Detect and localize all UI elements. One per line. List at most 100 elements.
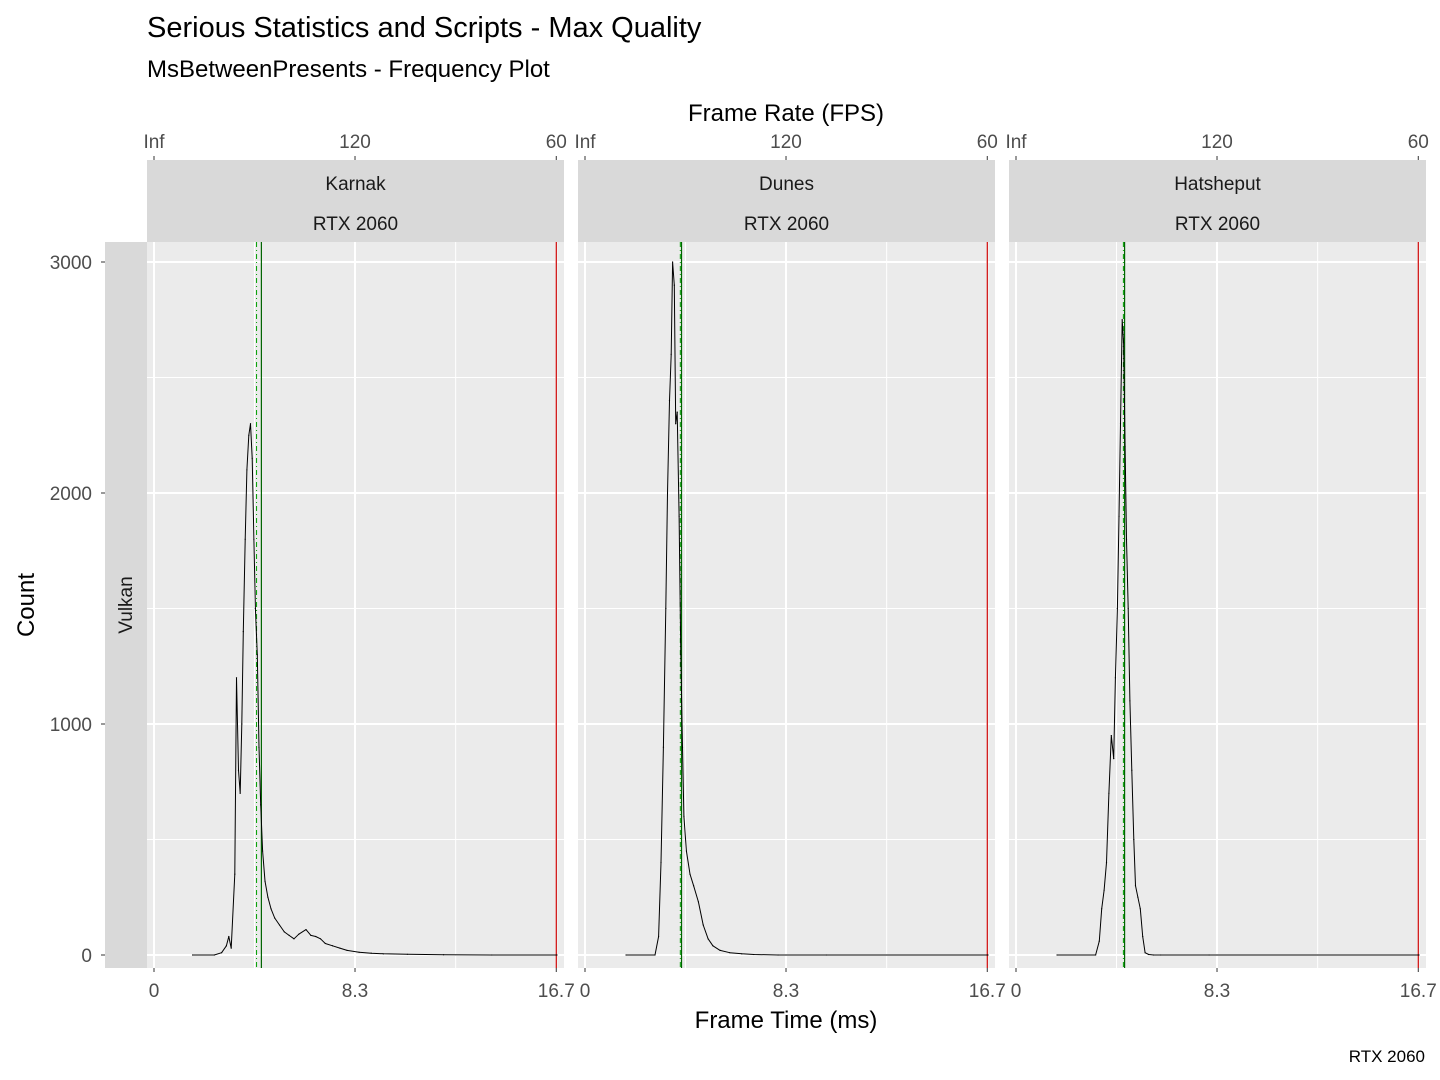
frequency-point	[1105, 862, 1108, 864]
facet-panels: Karnak RTX 2060 0 Inf 8.3 120 16.7 60 Dunes RTX 2…	[143, 132, 1436, 1002]
frequency-point	[267, 896, 269, 898]
y-tick-label: 0	[81, 946, 92, 967]
x-axis-title: Frame Time (ms)	[695, 1007, 878, 1034]
frequency-point	[753, 953, 755, 956]
frequency-point	[248, 434, 250, 436]
frequency-point	[662, 746, 665, 748]
frequency-point	[260, 804, 262, 806]
chart-caption: RTX 2060	[1349, 1047, 1425, 1066]
frequency-point	[675, 423, 677, 425]
frequency-point	[1418, 954, 1420, 956]
x2-tick-label: Inf	[574, 132, 596, 153]
secondary-x-axis-title: Frame Rate (FPS)	[688, 100, 884, 127]
frequency-point	[1098, 940, 1100, 942]
frequency-point	[253, 538, 255, 540]
frequency-point	[358, 951, 360, 953]
frequency-point	[293, 938, 295, 940]
frequency-point	[324, 942, 326, 945]
frequency-point	[258, 746, 260, 748]
frequency-point	[305, 928, 307, 931]
frequency-point	[1123, 342, 1125, 344]
frequency-point	[825, 954, 827, 956]
frequency-point	[346, 949, 348, 951]
frequency-point	[1127, 607, 1129, 610]
frequency-point	[298, 933, 300, 935]
frequency-point	[288, 934, 290, 936]
facet-strip-title: Karnak	[325, 174, 386, 195]
frequency-point	[1110, 734, 1112, 737]
frequency-point	[671, 261, 674, 263]
frequency-point	[676, 411, 678, 413]
frequency-point	[625, 954, 627, 956]
frequency-point	[1139, 908, 1141, 910]
frequency-point	[685, 850, 687, 852]
frequency-point	[319, 938, 322, 940]
frequency-point	[230, 947, 232, 949]
frequency-point	[237, 769, 240, 771]
frequency-point	[1103, 889, 1105, 891]
frequency-point	[707, 938, 709, 940]
x-tick-label: 8.3	[773, 981, 799, 1002]
frequency-point	[283, 931, 285, 933]
frequency-point	[1133, 838, 1135, 841]
frequency-point	[406, 953, 408, 955]
frequency-point	[274, 917, 276, 919]
facet-panel: Hatsheput RTX 2060 0 Inf 8.3 120 16.7 60	[1005, 132, 1436, 1002]
frequency-point	[242, 631, 244, 633]
facet-strip-gpu: RTX 2060	[744, 214, 829, 235]
frequency-point	[680, 654, 682, 656]
frequency-point	[235, 677, 238, 679]
frequency-point	[339, 947, 341, 949]
frequency-point	[692, 885, 695, 887]
y-tick-label: 1000	[50, 715, 92, 736]
frequency-point	[1160, 954, 1162, 956]
frequency-point	[668, 400, 671, 402]
frequency-point	[1148, 953, 1150, 956]
frequency-point	[741, 953, 743, 955]
frequency-point	[241, 723, 243, 725]
y-tick-label: 3000	[50, 253, 92, 274]
frequency-point	[665, 607, 667, 610]
frequency-point	[1113, 758, 1115, 760]
y-tick-label: 2000	[50, 484, 92, 505]
y-axis: 0 1000 2000 3000	[50, 253, 105, 967]
x2-tick-label: 60	[546, 132, 567, 153]
frequency-point	[1124, 446, 1126, 448]
frequency-point	[719, 949, 721, 951]
frequency-point	[777, 954, 779, 956]
frequency-point	[556, 954, 558, 956]
frequency-point	[246, 469, 248, 471]
frequency-point	[213, 954, 215, 956]
frequency-point	[382, 953, 384, 955]
x-tick-label: 0	[1011, 981, 1022, 1002]
frequency-point	[683, 815, 685, 818]
chart-title: Serious Statistics and Scripts - Max Qua…	[147, 12, 702, 44]
frequency-point	[1101, 908, 1103, 910]
x-tick-label: 8.3	[1204, 981, 1230, 1002]
frequency-point	[270, 908, 272, 910]
frequency-point	[192, 954, 194, 956]
frequency-point	[697, 901, 700, 903]
row-strip-label: Vulkan	[116, 576, 137, 633]
x2-tick-label: Inf	[1005, 132, 1027, 153]
frequency-point	[1137, 896, 1139, 898]
frequency-point	[702, 924, 704, 926]
frequency-point	[689, 873, 691, 875]
x2-tick-label: 120	[1201, 132, 1233, 153]
frequency-point	[670, 353, 672, 355]
facet-strip-title: Dunes	[759, 174, 814, 195]
frequency-point	[1144, 952, 1146, 954]
frequency-point	[1131, 769, 1133, 771]
frequency-point	[1142, 935, 1144, 938]
frequency-point	[251, 457, 253, 459]
frequency-point	[1129, 700, 1131, 702]
frequency-point	[370, 952, 372, 954]
chart-subtitle: MsBetweenPresents - Frequency Plot	[147, 56, 550, 83]
facet-strip	[578, 160, 995, 242]
facet-strip-gpu: RTX 2060	[313, 214, 398, 235]
frequency-point	[264, 880, 266, 882]
frequency-point	[729, 952, 731, 954]
x-tick-label: 0	[580, 981, 591, 1002]
frequency-point	[249, 423, 252, 425]
frequency-point	[681, 746, 684, 748]
